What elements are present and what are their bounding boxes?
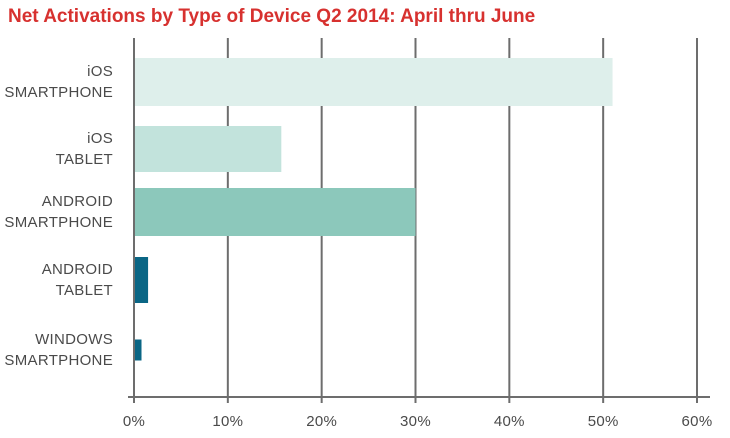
- category-label: iOS TABLET: [56, 130, 113, 168]
- category-label: ANDROID SMARTPHONE: [4, 193, 113, 231]
- category-label-line: ANDROID: [42, 261, 113, 278]
- category-label-line: TABLET: [56, 282, 113, 299]
- category-label-line: SMARTPHONE: [4, 214, 113, 231]
- category-label-line: SMARTPHONE: [4, 84, 113, 101]
- bar-windows-smartphone: [134, 339, 142, 361]
- category-label-line: ANDROID: [42, 193, 113, 210]
- x-tick-label: 50%: [588, 413, 619, 430]
- x-tick-label: 0%: [123, 413, 145, 430]
- category-label-line: iOS: [87, 130, 113, 147]
- x-tick-label: 30%: [400, 413, 431, 430]
- x-tick-label: 10%: [212, 413, 243, 430]
- category-label-line: SMARTPHONE: [4, 352, 113, 369]
- category-label: WINDOWS SMARTPHONE: [4, 331, 113, 369]
- x-tick-label: 60%: [682, 413, 713, 430]
- category-label: ANDROID TABLET: [42, 261, 113, 299]
- category-label-line: iOS: [87, 63, 113, 80]
- category-label-line: TABLET: [56, 151, 113, 168]
- bar-ios-smartphone: [134, 58, 613, 106]
- x-tick-label: 40%: [494, 413, 525, 430]
- bar-android-tablet: [134, 257, 149, 303]
- bar-ios-tablet: [134, 126, 282, 172]
- bar-android-smartphone: [134, 188, 416, 236]
- chart-title: Net Activations by Type of Device Q2 201…: [8, 6, 536, 27]
- category-label: iOS SMARTPHONE: [4, 63, 113, 101]
- category-label-line: WINDOWS: [35, 331, 113, 348]
- x-tick-label: 20%: [306, 413, 337, 430]
